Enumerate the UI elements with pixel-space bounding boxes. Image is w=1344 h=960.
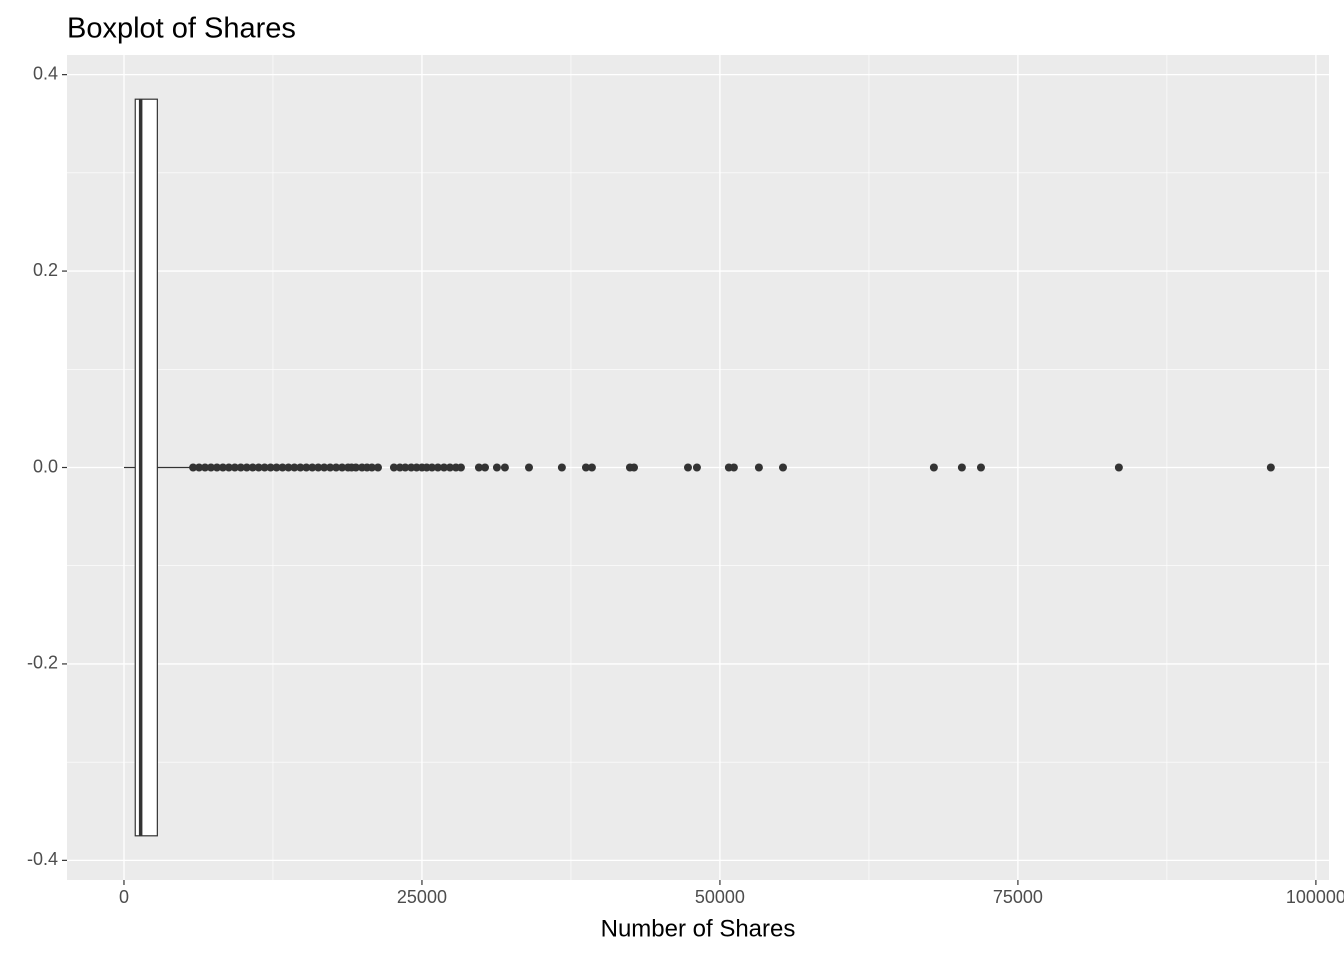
x-tick-label: 100000: [1286, 887, 1344, 907]
outlier: [389, 463, 398, 472]
y-tick-label: 0.2: [33, 260, 58, 280]
outlier: [314, 463, 323, 472]
outlier: [427, 463, 436, 472]
outlier: [308, 463, 317, 472]
outlier: [729, 463, 738, 472]
outlier: [272, 463, 281, 472]
outlier: [326, 463, 335, 472]
y-tick-label: -0.4: [27, 849, 58, 869]
outlier: [500, 463, 509, 472]
outlier: [683, 463, 692, 472]
chart-title: Boxplot of Shares: [67, 13, 296, 45]
outlier: [456, 463, 465, 472]
x-axis-title: Number of Shares: [601, 915, 796, 942]
x-tick-label: 50000: [695, 887, 745, 907]
outlier: [201, 463, 210, 472]
y-tick-label: -0.2: [27, 653, 58, 673]
outlier: [474, 463, 483, 472]
x-tick-label: 75000: [993, 887, 1043, 907]
outlier: [957, 463, 966, 472]
outlier: [401, 463, 410, 472]
outlier: [189, 463, 198, 472]
outlier: [367, 463, 376, 472]
x-tick-label: 0: [119, 887, 129, 907]
outlier: [524, 463, 533, 472]
y-tick-label: 0.4: [33, 63, 58, 83]
outlier: [218, 463, 227, 472]
outlier: [224, 463, 233, 472]
outlier: [440, 463, 449, 472]
outlier: [332, 463, 341, 472]
x-tick-label: 25000: [397, 887, 447, 907]
outlier: [302, 463, 311, 472]
outlier: [692, 463, 701, 472]
outlier: [445, 463, 454, 472]
outlier: [581, 463, 590, 472]
outlier: [492, 463, 501, 472]
outlier: [206, 463, 215, 472]
outlier: [260, 463, 269, 472]
outlier: [284, 463, 293, 472]
outlier: [976, 463, 985, 472]
outlier: [754, 463, 763, 472]
outlier: [481, 463, 490, 472]
outlier: [929, 463, 938, 472]
outlier: [557, 463, 566, 472]
outlier: [338, 463, 347, 472]
outlier: [587, 463, 596, 472]
outlier: [236, 463, 245, 472]
outlier: [351, 463, 360, 472]
outlier: [778, 463, 787, 472]
outlier: [296, 463, 305, 472]
outlier: [278, 463, 287, 472]
box: [134, 98, 158, 837]
outlier: [1266, 463, 1275, 472]
outlier: [433, 463, 442, 472]
outlier: [629, 463, 638, 472]
outlier: [290, 463, 299, 472]
outlier: [212, 463, 221, 472]
outlier: [320, 463, 329, 472]
y-tick-label: 0.0: [33, 456, 58, 476]
outlier: [242, 463, 251, 472]
outlier: [1114, 463, 1123, 472]
outlier: [254, 463, 263, 472]
outlier: [195, 463, 204, 472]
outlier: [373, 463, 382, 472]
outlier: [266, 463, 275, 472]
outlier: [248, 463, 257, 472]
outlier: [230, 463, 239, 472]
